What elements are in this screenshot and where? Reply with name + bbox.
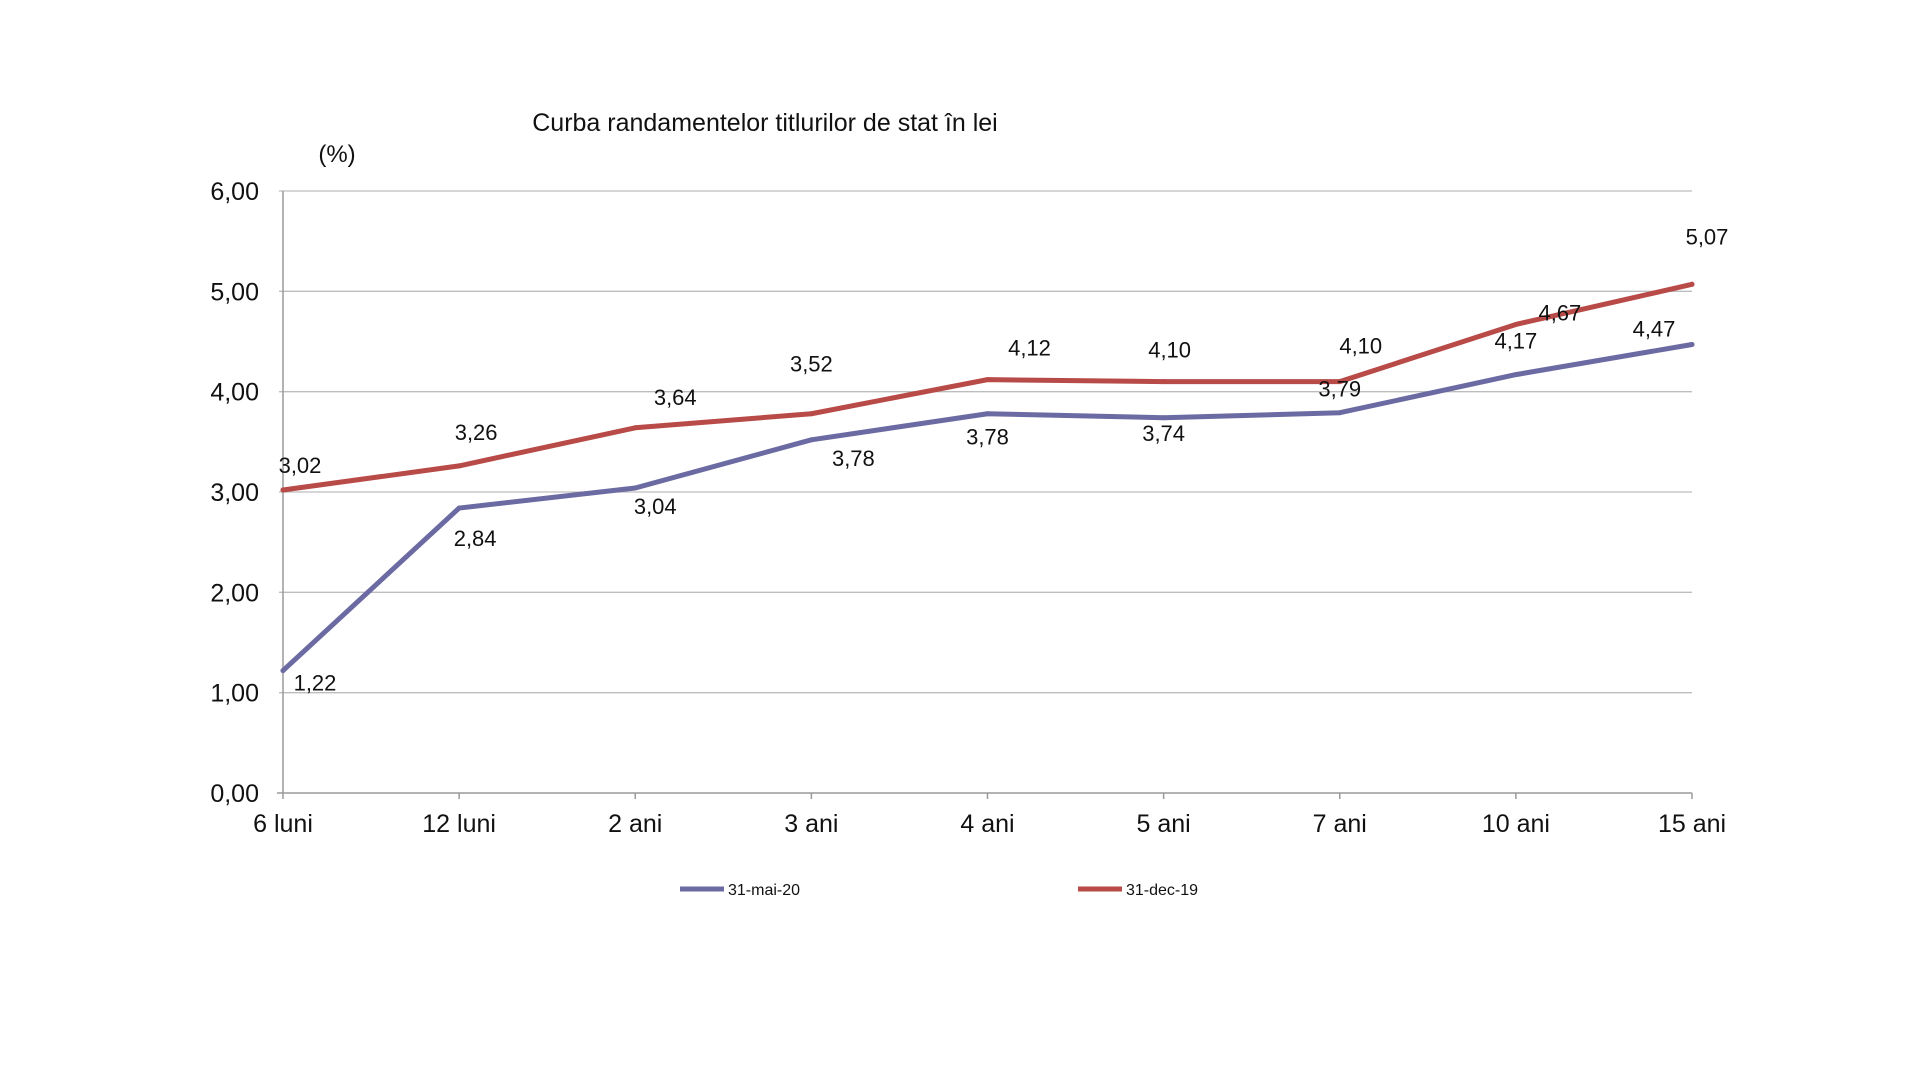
data-label: 4,10 (1339, 334, 1382, 359)
data-point (632, 425, 638, 431)
data-point (280, 668, 286, 674)
data-label: 1,22 (294, 671, 337, 696)
data-point (985, 411, 990, 417)
x-tick-label: 6 luni (253, 810, 313, 838)
x-tick-label: 2 ani (608, 810, 662, 838)
data-point (280, 487, 286, 493)
data-point (808, 437, 814, 443)
data-label: 3,78 (966, 425, 1009, 450)
y-tick-label: 0,00 (210, 780, 259, 808)
data-label: 3,02 (279, 453, 322, 478)
x-tick-label: 10 ani (1482, 810, 1550, 838)
data-label: 3,52 (790, 352, 833, 377)
data-label: 4,47 (1633, 317, 1676, 342)
x-tick-label: 15 ani (1658, 810, 1726, 838)
data-point (985, 377, 990, 383)
data-point (1689, 342, 1695, 348)
series-line-0 (280, 342, 1695, 674)
data-label: 3,79 (1318, 377, 1361, 402)
data-point (456, 505, 462, 511)
x-tick-label: 5 ani (1137, 810, 1191, 838)
data-label: 2,84 (454, 526, 497, 551)
y-unit-label: (%) (318, 141, 355, 168)
data-point (1337, 410, 1343, 416)
data-point (1337, 379, 1343, 385)
legend: 31-mai-20 31-dec-19 (680, 882, 1198, 899)
data-label: 5,07 (1686, 224, 1729, 249)
data-label: 4,17 (1494, 329, 1537, 354)
data-label: 4,67 (1538, 300, 1581, 325)
series-lines (280, 281, 1695, 674)
data-point (1513, 321, 1519, 327)
x-tick-label: 12 luni (422, 810, 496, 838)
legend-label: 31-dec-19 (1126, 882, 1198, 899)
x-tick-label: 4 ani (960, 810, 1014, 838)
data-label: 3,78 (832, 446, 875, 471)
data-label: 4,10 (1148, 338, 1191, 363)
y-tick-label: 1,00 (210, 680, 259, 708)
data-label: 3,64 (654, 385, 697, 410)
chart-title: Curba randamentelor titlurilor de stat î… (532, 109, 998, 137)
y-tick-label: 2,00 (210, 579, 259, 607)
y-tick-label: 5,00 (210, 278, 259, 306)
data-label: 4,12 (1008, 336, 1051, 361)
legend-label: 31-mai-20 (728, 882, 800, 899)
y-tick-label: 4,00 (210, 379, 259, 407)
axes: 0,00 1,00 2,00 3,00 4,00 5,00 6,00 6 luni 12 lun… (210, 178, 1726, 838)
data-point (1689, 281, 1695, 287)
data-label: 3,26 (455, 420, 498, 445)
data-point (808, 411, 814, 417)
data-label: 3,74 (1142, 421, 1185, 446)
y-tick-label: 3,00 (210, 479, 259, 507)
data-point (632, 485, 638, 491)
data-label: 3,04 (634, 494, 677, 519)
data-point (1161, 379, 1167, 385)
data-point (456, 463, 462, 469)
data-point (1161, 415, 1167, 421)
y-tick-label: 6,00 (210, 178, 259, 206)
series-line-1 (280, 281, 1695, 493)
x-tick-label: 7 ani (1313, 810, 1367, 838)
data-point (1513, 372, 1519, 378)
data-labels: 1,22 2,84 3,04 3,78 3,78 3,74 3,79 4,17 4,47 3,02… (279, 224, 1729, 695)
x-tick-label: 3 ani (784, 810, 838, 838)
gridlines (279, 190, 1692, 694)
